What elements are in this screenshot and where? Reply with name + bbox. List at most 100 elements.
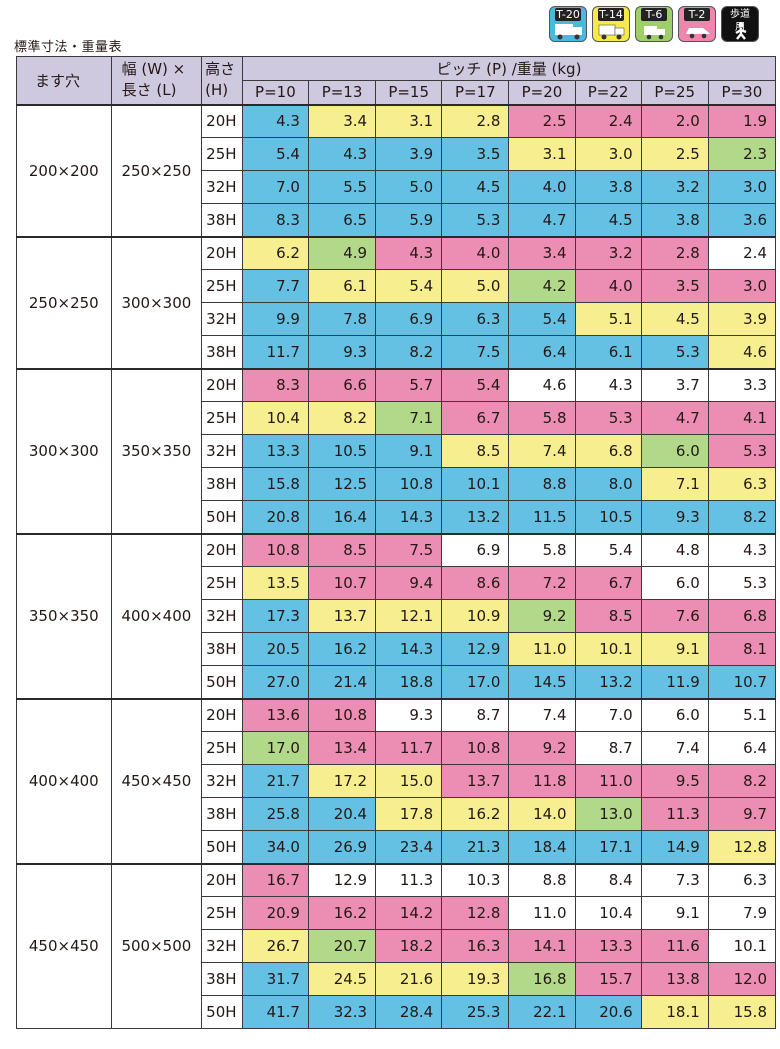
table-row: 350×350 400×400 20H 10.8 8.5 7.5 6.9 5.8 5.4 4.8 4… xyxy=(16,532,777,699)
height-cell: 38H xyxy=(201,203,243,237)
weight-cell: 20.6 xyxy=(574,995,642,1029)
weight-cell: 2.3 xyxy=(707,137,777,171)
weight-cell: 11.6 xyxy=(640,929,709,963)
weight-cell: 9.9 xyxy=(241,302,309,336)
header-pitch-7: P=25 xyxy=(640,80,709,105)
header-pitch: ピッチ (P) /重量 (kg) xyxy=(241,56,777,81)
opening-size: 200×200 xyxy=(16,103,112,237)
weight-cell: 5.4 xyxy=(241,137,309,171)
weight-cell: 6.7 xyxy=(574,566,642,600)
weight-cell: 11.0 xyxy=(574,764,642,798)
weight-cell: 6.6 xyxy=(307,367,377,402)
weight-cell: 5.8 xyxy=(508,532,576,567)
height-cell: 38H xyxy=(201,335,243,369)
weight-cell: 8.1 xyxy=(707,632,777,666)
weight-cell: 2.4 xyxy=(707,235,777,270)
weight-cell: 7.1 xyxy=(375,401,443,435)
weight-cell: 4.3 xyxy=(241,103,309,138)
table-row: 32H 21.7 17.2 15.0 13.7 11.8 11.0 9.5 8.2 xyxy=(17,764,777,798)
height-cell: 25H xyxy=(201,269,243,303)
weight-cell: 10.8 xyxy=(307,697,377,732)
weight-cell: 10.3 xyxy=(441,862,510,897)
header-pitch-4: P=17 xyxy=(441,80,510,105)
weight-cell: 6.3 xyxy=(707,467,777,501)
opening-size: 250×250 xyxy=(16,235,112,369)
legend-label: T-20 xyxy=(555,8,581,21)
header-width: 幅 (W) × xyxy=(121,60,186,79)
weight-cell: 3.0 xyxy=(707,170,777,204)
weight-cell: 25.8 xyxy=(241,797,309,831)
weight-cell: 13.6 xyxy=(241,697,309,732)
height-cell: 50H xyxy=(201,500,243,534)
weight-cell: 8.4 xyxy=(574,862,642,897)
header-pitch-1: P=10 xyxy=(241,80,309,105)
weight-cell: 6.8 xyxy=(707,599,777,633)
weight-cell: 4.8 xyxy=(640,532,709,567)
table-caption: 標準寸法・重量表 xyxy=(14,40,123,55)
weight-cell: 14.5 xyxy=(508,665,576,699)
weight-cell: 10.9 xyxy=(441,599,510,633)
header-width-length: 幅 (W) × 長さ (L) xyxy=(110,56,203,105)
weight-cell: 4.1 xyxy=(707,401,777,435)
table-row: 50H 20.8 16.4 14.3 13.2 11.5 10.5 9.3 8.2 xyxy=(17,500,777,534)
weight-cell: 21.4 xyxy=(307,665,377,699)
weight-cell: 4.3 xyxy=(707,532,777,567)
weight-cell: 9.7 xyxy=(707,797,777,831)
weight-cell: 41.7 xyxy=(241,995,309,1029)
legend-t20: T-20 xyxy=(549,6,587,42)
weight-cell: 9.3 xyxy=(375,697,443,732)
weight-cell: 8.3 xyxy=(241,203,309,237)
weight-cell: 8.5 xyxy=(441,434,510,468)
weight-cell: 4.0 xyxy=(508,170,576,204)
weight-cell: 13.8 xyxy=(640,962,709,996)
weight-cell: 19.3 xyxy=(441,962,510,996)
weight-cell: 6.4 xyxy=(508,335,576,369)
weight-cell: 11.8 xyxy=(508,764,576,798)
height-cell: 32H xyxy=(201,929,243,963)
height-cell: 20H xyxy=(201,697,243,732)
weight-cell: 5.4 xyxy=(574,532,642,567)
weight-cell: 5.4 xyxy=(375,269,443,303)
weight-cell: 14.3 xyxy=(375,500,443,534)
height-cell: 50H xyxy=(201,830,243,864)
weight-cell: 5.3 xyxy=(707,566,777,600)
weight-cell: 17.3 xyxy=(241,599,309,633)
weight-cell: 3.7 xyxy=(640,367,709,402)
weight-cell: 4.7 xyxy=(640,401,709,435)
weight-cell: 4.3 xyxy=(307,137,377,171)
weight-cell: 5.3 xyxy=(640,335,709,369)
weight-cell: 9.5 xyxy=(640,764,709,798)
height-cell: 25H xyxy=(201,401,243,435)
weight-cell: 25.3 xyxy=(441,995,510,1029)
weight-cell: 18.4 xyxy=(508,830,576,864)
weight-cell: 1.9 xyxy=(707,103,777,138)
weight-cell: 10.1 xyxy=(707,929,777,963)
height-cell: 25H xyxy=(201,731,243,765)
table-row: 450×450 500×500 20H 16.7 12.9 11.3 10.3 8.8 8.4 7… xyxy=(16,862,777,1029)
weight-cell: 6.8 xyxy=(574,434,642,468)
weight-cell: 15.8 xyxy=(707,995,777,1029)
load-class-legend: T-20 T-14 T-6 T-2 歩道用 xyxy=(549,6,759,42)
height-cell: 38H xyxy=(201,632,243,666)
weight-cell: 26.9 xyxy=(307,830,377,864)
height-cell: 32H xyxy=(201,302,243,336)
weight-cell: 26.7 xyxy=(241,929,309,963)
weight-cell: 3.3 xyxy=(707,367,777,402)
weight-cell: 17.0 xyxy=(241,731,309,765)
weight-cell: 18.1 xyxy=(640,995,709,1029)
height-cell: 20H xyxy=(201,367,243,402)
weight-cell: 20.5 xyxy=(241,632,309,666)
legend-t6: T-6 xyxy=(635,6,673,42)
weight-cell: 8.0 xyxy=(574,467,642,501)
size-group: 300×300 350×350 20H 8.3 6.6 5.7 5.4 4.6 4.3 3.7 3.… xyxy=(16,367,777,534)
header-height-unit: (H) xyxy=(205,81,229,100)
weight-cell: 10.8 xyxy=(241,532,309,567)
weight-cell: 10.5 xyxy=(307,434,377,468)
weight-cell: 7.0 xyxy=(574,697,642,732)
weight-cell: 17.1 xyxy=(574,830,642,864)
weight-cell: 3.8 xyxy=(640,203,709,237)
weight-cell: 7.6 xyxy=(640,599,709,633)
weight-cell: 5.0 xyxy=(441,269,510,303)
weight-cell: 20.9 xyxy=(241,896,309,930)
header-pitch-6: P=22 xyxy=(574,80,642,105)
